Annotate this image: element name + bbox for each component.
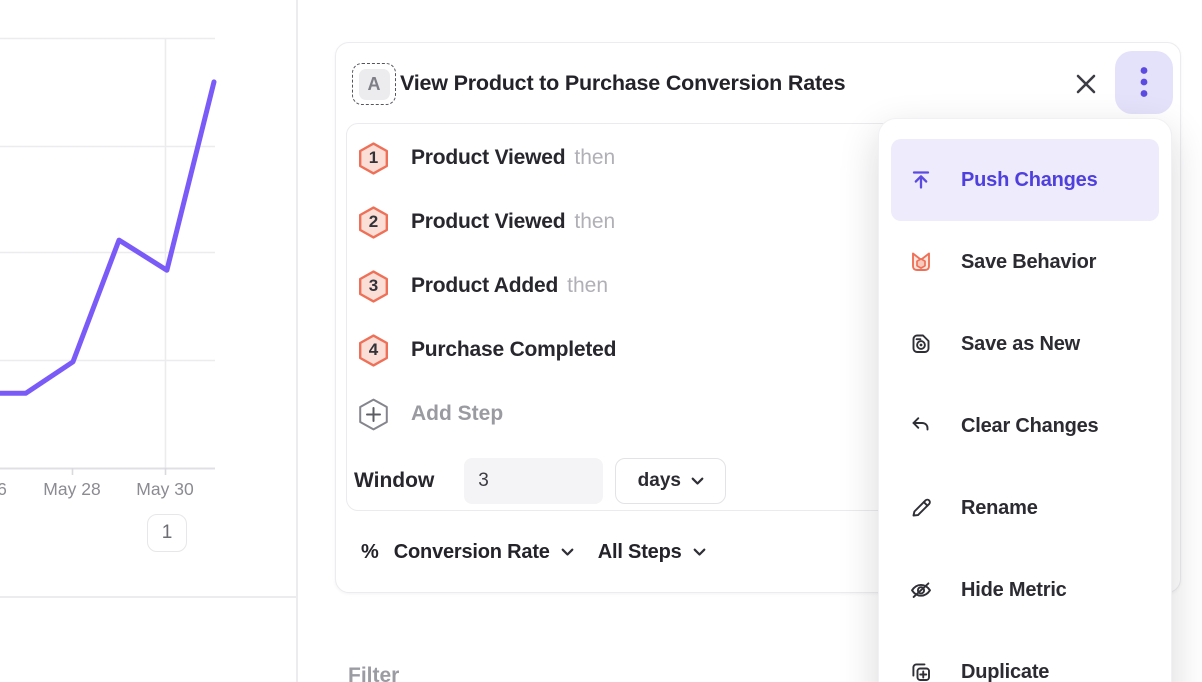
x-axis-tick-label: 6 [0,479,7,499]
context-menu: Push Changes Save Behavior Save as New [878,118,1172,682]
step-number-badge: 3 [358,269,389,303]
chevron-down-icon [691,477,704,485]
menu-item-hide-metric[interactable]: Hide Metric [891,549,1159,631]
step-number: 1 [368,148,379,167]
pagination-page-button[interactable]: 1 [147,514,187,552]
add-step-label: Add Step [411,402,504,425]
menu-item-push-changes[interactable]: Push Changes [891,139,1159,221]
step-event-name: Product Viewed [411,146,566,169]
undo-icon [909,414,933,438]
vertical-divider [296,0,298,682]
hexagon-icon [359,333,388,367]
step-connector: then [574,210,616,233]
step-number: 4 [368,340,379,359]
percent-icon: % [361,541,379,563]
chart-pane: 6 May 28 May 30 1 [0,0,297,682]
menu-item-clear-changes[interactable]: Clear Changes [891,385,1159,467]
menu-item-label: Clear Changes [961,414,1099,437]
metric-type-dropdown[interactable]: Conversion Rate [394,541,574,564]
hexagon-icon [359,269,388,303]
push-icon [909,168,933,192]
line-chart [0,37,217,475]
window-value-input[interactable] [464,458,604,504]
window-unit-select[interactable]: days [615,458,727,504]
save-behavior-icon [909,250,933,274]
menu-item-label: Hide Metric [961,578,1067,601]
step-number: 2 [368,212,379,231]
plus-hexagon-icon [359,398,388,430]
steps-scope-label: All Steps [597,541,682,563]
x-axis-tick-label: May 30 [136,479,194,499]
menu-item-rename[interactable]: Rename [891,467,1159,549]
step-number: 3 [368,276,379,295]
menu-item-label: Duplicate [961,660,1050,682]
hexagon-icon [359,205,388,239]
step-number-badge: 2 [358,205,389,239]
pencil-icon [909,496,933,520]
menu-item-save-as-new[interactable]: Save as New [891,303,1159,385]
chevron-down-icon [561,548,574,556]
kebab-icon [1140,66,1148,97]
menu-item-label: Save Behavior [961,250,1097,273]
add-step-hex [358,398,389,431]
metric-letter-badge[interactable]: A [352,63,396,105]
horizontal-divider [0,596,297,598]
metric-letter: A [358,68,390,100]
close-icon [1076,74,1096,94]
menu-item-duplicate[interactable]: Duplicate [891,631,1159,682]
eye-off-icon [909,578,933,602]
metric-config-row: % Conversion Rate All Steps [336,511,1180,594]
more-options-button[interactable] [1115,51,1173,114]
menu-item-label: Push Changes [961,168,1098,191]
save-as-new-icon [909,332,933,356]
menu-item-label: Save as New [961,332,1080,355]
menu-item-label: Rename [961,496,1038,519]
step-event-name: Product Added [411,274,559,297]
funnel-step-row[interactable]: 4 Purchase Completed [347,318,1171,382]
funnel-step-row[interactable]: 1 Product Viewed then [347,126,1171,190]
window-unit-label: days [637,470,681,491]
chart-series-line [0,79,217,396]
close-button[interactable] [1071,69,1101,99]
step-event-name: Product Viewed [411,210,566,233]
conversion-window-row: Window days [347,450,1171,510]
steps-scope-dropdown[interactable]: All Steps [598,541,706,564]
step-connector: then [574,146,616,169]
hexagon-icon [359,141,388,175]
step-connector: then [567,274,608,297]
metric-title: View Product to Purchase Conversion Rate… [400,71,846,95]
step-number-badge: 1 [358,141,389,175]
step-event-name: Purchase Completed [411,338,617,361]
step-number-badge: 4 [358,333,389,367]
x-axis-tick-label: May 28 [43,479,101,499]
metric-type-label: Conversion Rate [393,541,550,563]
funnel-step-row[interactable]: 2 Product Viewed then [347,190,1171,254]
chevron-down-icon [693,548,705,556]
filter-section-heading: Filter [348,664,400,682]
menu-item-save-behavior[interactable]: Save Behavior [891,221,1159,303]
funnel-step-row[interactable]: 3 Product Added then [347,254,1171,318]
add-step-button[interactable]: Add Step [347,382,1171,446]
duplicate-icon [909,660,933,682]
window-label: Window [354,469,435,492]
